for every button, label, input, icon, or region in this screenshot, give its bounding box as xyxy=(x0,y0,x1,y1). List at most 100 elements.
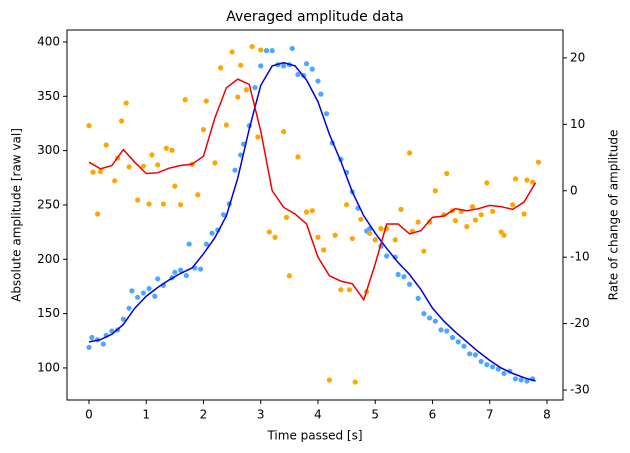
point xyxy=(155,162,161,168)
point xyxy=(489,208,496,214)
point xyxy=(238,152,244,158)
point xyxy=(126,164,132,170)
point xyxy=(203,241,209,247)
point xyxy=(521,211,527,217)
point xyxy=(123,100,129,106)
y2-tick-label: 0 xyxy=(570,183,578,197)
point xyxy=(518,377,524,383)
y-tick-label: 300 xyxy=(37,143,60,157)
y2-tick-label: -20 xyxy=(570,316,590,330)
x-tick-label: 8 xyxy=(543,408,551,422)
point xyxy=(303,209,310,215)
point xyxy=(478,358,484,365)
point xyxy=(152,293,158,299)
point xyxy=(223,122,229,128)
point xyxy=(212,160,218,166)
point xyxy=(89,334,95,341)
point xyxy=(415,219,421,225)
point xyxy=(289,45,295,52)
point xyxy=(258,63,264,69)
point xyxy=(126,305,132,311)
point xyxy=(140,290,146,296)
point xyxy=(186,241,192,247)
y2-tick-label: -10 xyxy=(570,250,590,264)
point xyxy=(421,311,427,317)
plot-frame xyxy=(66,29,564,401)
y-tick-label: 100 xyxy=(37,360,60,374)
point xyxy=(478,212,484,218)
point xyxy=(249,44,255,50)
point xyxy=(444,170,450,177)
point xyxy=(255,134,261,140)
point xyxy=(346,287,353,293)
point xyxy=(272,234,278,240)
point xyxy=(220,212,227,218)
point xyxy=(512,176,519,182)
point xyxy=(398,206,404,212)
point xyxy=(146,201,152,207)
point xyxy=(401,274,407,280)
point xyxy=(510,202,516,208)
point xyxy=(229,49,235,55)
point xyxy=(169,147,175,153)
point xyxy=(452,218,458,224)
point xyxy=(112,178,118,184)
chart-title: Averaged amplitude data xyxy=(226,9,404,25)
point xyxy=(315,234,321,240)
point xyxy=(172,269,178,275)
x-tick-label: 3 xyxy=(257,408,265,422)
point xyxy=(432,318,438,324)
point xyxy=(182,97,188,103)
point xyxy=(283,214,290,220)
x-tick-label: 6 xyxy=(429,408,437,422)
point xyxy=(172,183,178,189)
point xyxy=(415,295,421,301)
point xyxy=(97,168,104,175)
point xyxy=(427,315,433,321)
point xyxy=(530,179,536,185)
point xyxy=(135,197,141,203)
line xyxy=(88,61,536,382)
point xyxy=(455,339,461,345)
point xyxy=(338,287,344,293)
point xyxy=(501,370,507,376)
point xyxy=(501,232,507,238)
point xyxy=(218,65,224,71)
point xyxy=(344,202,350,208)
point xyxy=(90,169,96,175)
point xyxy=(140,163,146,169)
point xyxy=(372,237,378,243)
point xyxy=(183,272,189,279)
point xyxy=(318,91,324,97)
y2-tick-label: -30 xyxy=(570,383,590,397)
point xyxy=(484,180,490,186)
point xyxy=(252,84,258,91)
point xyxy=(444,328,450,334)
x-axis-label: Time passed [s] xyxy=(266,429,362,443)
y-axis-label: Absolute amplitude [raw val] xyxy=(10,128,24,302)
point xyxy=(163,145,169,151)
point xyxy=(281,63,287,69)
point xyxy=(269,48,275,54)
point xyxy=(146,286,152,292)
point xyxy=(119,118,125,124)
x-tick-label: 7 xyxy=(486,408,494,422)
point xyxy=(129,288,135,294)
point xyxy=(200,127,207,133)
point xyxy=(535,159,541,165)
point xyxy=(421,248,427,254)
point xyxy=(94,211,101,217)
point xyxy=(332,232,338,238)
point xyxy=(266,229,272,235)
point xyxy=(309,66,315,72)
point xyxy=(295,154,301,160)
point xyxy=(198,266,204,272)
point xyxy=(326,377,333,383)
y2-tick-label: 10 xyxy=(570,117,585,131)
point xyxy=(315,78,321,84)
point xyxy=(484,362,490,368)
point xyxy=(258,47,264,53)
point xyxy=(321,247,327,253)
point xyxy=(366,230,373,236)
